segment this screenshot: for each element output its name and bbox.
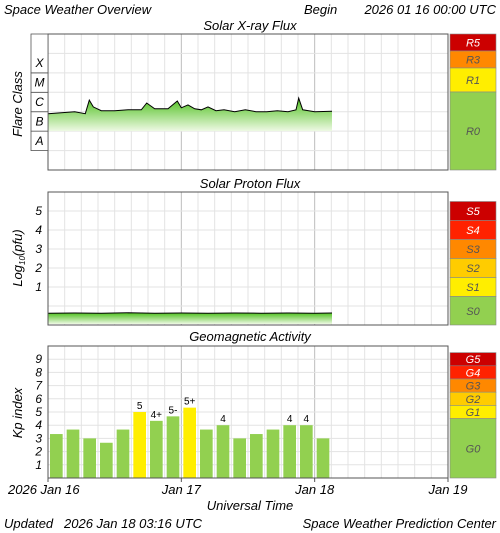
kp-bar xyxy=(183,407,196,478)
kp-bar xyxy=(133,412,146,478)
scale-label-g4: G4 xyxy=(466,367,481,379)
scale-label-r3: R3 xyxy=(466,55,481,67)
scale-label-r5: R5 xyxy=(466,38,481,50)
scale-label-g1: G1 xyxy=(466,407,481,419)
xray-area xyxy=(48,98,332,132)
kp-ytick-2: 2 xyxy=(34,445,42,459)
scale-level-g0 xyxy=(449,418,497,479)
scale-label-s1: S1 xyxy=(466,282,479,294)
class-label-a: A xyxy=(34,134,43,148)
kp-ytick-1: 1 xyxy=(35,458,42,472)
kp-bar xyxy=(200,429,213,478)
kp-ytick-8: 8 xyxy=(35,365,42,379)
x-tick-label: Jan 19 xyxy=(427,482,467,497)
class-box-x xyxy=(30,33,49,74)
updated-label: Updated xyxy=(4,516,54,531)
xray-title: Solar X-ray Flux xyxy=(203,18,297,33)
kp-bar-label: 4+ xyxy=(151,410,163,421)
kp-bar-label: 4 xyxy=(220,414,226,425)
proton-ytick-2: 2 xyxy=(34,261,42,275)
kp-title: Geomagnetic Activity xyxy=(189,329,312,344)
xray-ylabel: Flare Class xyxy=(10,71,25,137)
kp-ytick-5: 5 xyxy=(35,405,42,419)
kp-bar xyxy=(116,429,130,478)
proton-ytick-4: 4 xyxy=(35,223,42,237)
scale-label-s3: S3 xyxy=(466,244,480,256)
kp-bar-label: 5- xyxy=(169,405,178,416)
kp-ytick-9: 9 xyxy=(35,352,42,366)
class-label-m: M xyxy=(35,76,45,90)
x-tick-label: Jan 17 xyxy=(161,482,202,497)
scale-level-r1 xyxy=(449,67,497,93)
kp-bar-label: 4 xyxy=(287,414,293,425)
plot-border-proton xyxy=(47,191,449,326)
scale-label-s2: S2 xyxy=(466,263,479,275)
scale-label-s4: S4 xyxy=(466,225,479,237)
proton-title: Solar Proton Flux xyxy=(200,176,301,191)
scale-label-s5: S5 xyxy=(466,206,480,218)
kp-bar xyxy=(316,438,330,478)
proton-ytick-1: 1 xyxy=(35,280,42,294)
kp-ytick-3: 3 xyxy=(35,431,42,445)
kp-bar xyxy=(283,425,296,478)
credit: Space Weather Prediction Center xyxy=(303,516,497,531)
kp-bar xyxy=(300,425,313,478)
class-label-b: B xyxy=(35,114,43,128)
scale-label-g3: G3 xyxy=(466,381,482,393)
kp-bar xyxy=(266,429,280,478)
proton-ytick-3: 3 xyxy=(35,242,42,256)
proton-area xyxy=(48,312,332,325)
kp-bar xyxy=(216,425,230,478)
scale-label-r0: R0 xyxy=(466,126,481,138)
scale-label-g2: G2 xyxy=(466,394,481,406)
scale-level-s0 xyxy=(449,296,497,326)
kp-ylabel: Kp index xyxy=(10,387,25,438)
kp-bar xyxy=(66,429,80,478)
kp-bar-label: 5 xyxy=(137,401,143,412)
plot-border-kp xyxy=(47,345,449,479)
proton-ylabel: Log10(pfu) xyxy=(10,229,27,286)
scale-label-g5: G5 xyxy=(466,354,482,366)
app-title: Space Weather Overview xyxy=(4,2,153,17)
x-axis-label: Universal Time xyxy=(207,498,294,513)
x-tick-label: 2026 Jan 16 xyxy=(7,482,80,497)
kp-ytick-7: 7 xyxy=(35,379,43,393)
kp-bar xyxy=(150,420,163,478)
kp-ytick-4: 4 xyxy=(35,418,42,432)
scale-label-g0: G0 xyxy=(466,443,482,455)
xray-line xyxy=(47,96,333,115)
kp-bar-label: 4 xyxy=(304,414,310,425)
begin-value: 2026 01 16 00:00 UTC xyxy=(363,2,496,17)
begin-label: Begin xyxy=(304,2,337,17)
scale-label-r1: R1 xyxy=(466,75,480,87)
scale-level-r0 xyxy=(449,91,497,171)
x-tick-label: Jan 18 xyxy=(294,482,335,497)
class-label-c: C xyxy=(35,95,44,109)
kp-bar xyxy=(50,434,63,478)
kp-bar xyxy=(166,416,180,478)
updated-value: 2026 Jan 18 03:16 UTC xyxy=(63,516,203,531)
scale-label-s0: S0 xyxy=(466,306,480,318)
kp-bar-label: 5+ xyxy=(184,397,196,408)
kp-bar xyxy=(100,442,113,478)
kp-ytick-6: 6 xyxy=(35,392,42,406)
proton-ytick-5: 5 xyxy=(35,204,42,218)
class-label-x: X xyxy=(34,56,44,70)
kp-bar xyxy=(83,438,96,478)
kp-bar xyxy=(233,438,246,478)
kp-bar xyxy=(250,434,263,478)
